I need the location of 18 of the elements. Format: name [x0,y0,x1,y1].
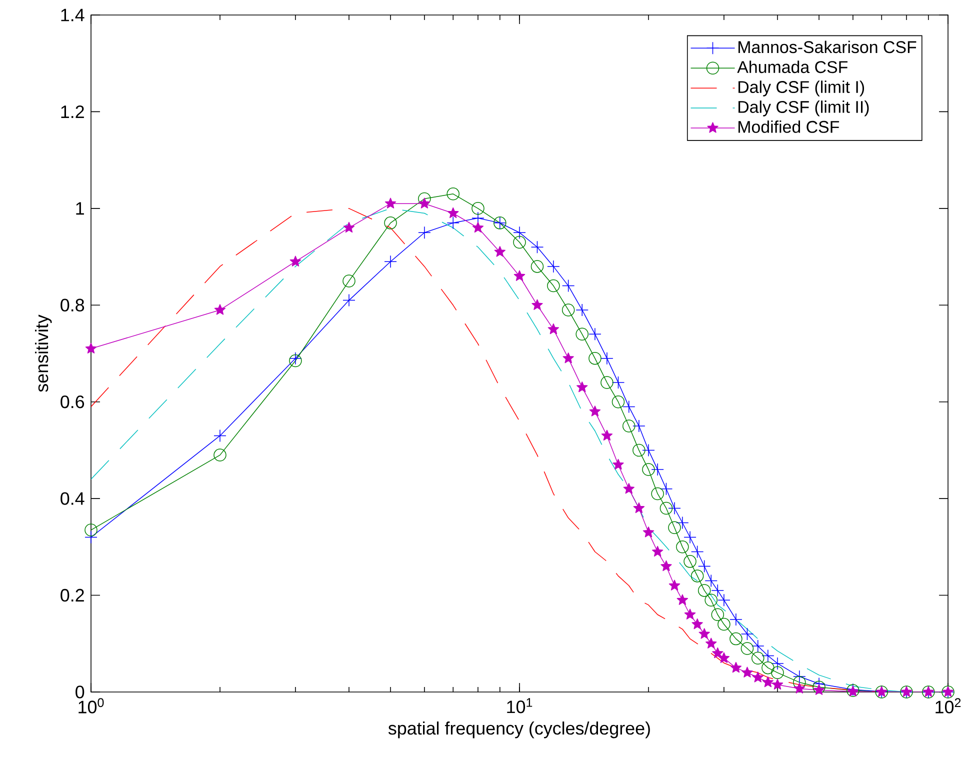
x-tick-label: 10$^{1}$ [507,698,532,714]
legend-label: Daly CSF (limit II) [738,100,869,116]
y-tick-label: 0.6 [60,395,84,408]
x-axis-title: spatial frequency (cycles/degree) [388,722,650,738]
x-tick-label: 10$^{0}$ [78,698,104,714]
y-axis-title: sensitivity [35,314,52,392]
y-tick-label: 1 [76,202,84,215]
y-tick-label: 0.4 [60,492,84,505]
legend-label: Ahumada CSF [737,60,848,74]
x-tick-label: 10$^{2}$ [936,698,961,714]
y-tick-label: 0.8 [60,298,84,312]
y-tick-label: 1.2 [61,105,84,118]
legend-label: Daly CSF (limit I) [738,80,864,96]
y-tick-label: 0 [76,686,84,698]
y-tick-label: 1.4 [61,8,84,22]
legend-label: Mannos-Sakarison CSF [738,40,916,54]
legend-label: Modified CSF [738,120,840,133]
y-tick-label: 0.2 [60,588,84,602]
